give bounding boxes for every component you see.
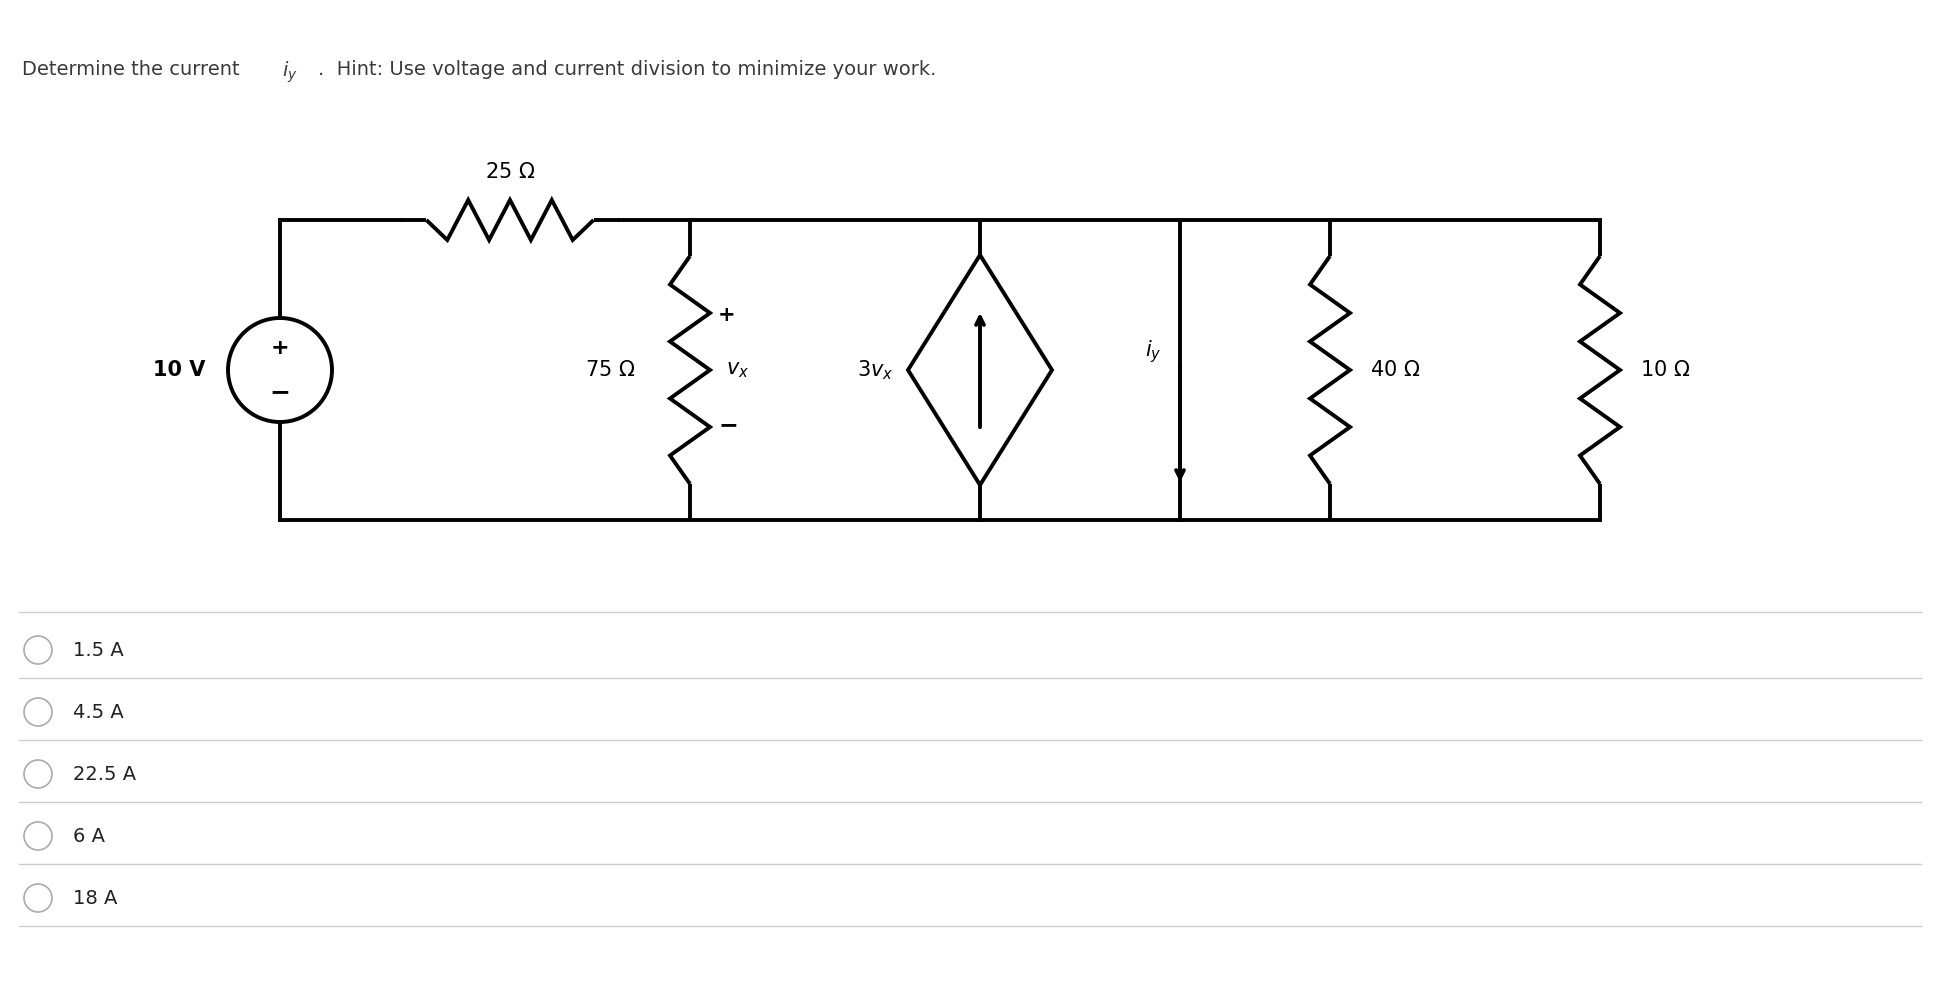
Text: 22.5 A: 22.5 A xyxy=(74,764,136,784)
Text: Determine the current: Determine the current xyxy=(21,60,246,79)
Text: 4.5 A: 4.5 A xyxy=(74,702,124,722)
Text: $v_x$: $v_x$ xyxy=(725,360,748,380)
Text: $i_y$: $i_y$ xyxy=(1144,339,1161,365)
Text: 10 V: 10 V xyxy=(153,360,206,380)
Text: −: − xyxy=(717,413,737,437)
Text: +: + xyxy=(717,305,735,325)
Text: $40\ \Omega$: $40\ \Omega$ xyxy=(1369,360,1419,380)
Text: $3v_x$: $3v_x$ xyxy=(857,358,892,382)
Text: 18 A: 18 A xyxy=(74,888,118,908)
Text: .  Hint: Use voltage and current division to minimize your work.: . Hint: Use voltage and current division… xyxy=(318,60,937,79)
Text: $75\ \Omega$: $75\ \Omega$ xyxy=(584,360,634,380)
Text: $i_y$: $i_y$ xyxy=(281,59,297,85)
Text: −: − xyxy=(270,380,291,404)
Text: +: + xyxy=(271,338,289,358)
Text: 6 A: 6 A xyxy=(74,826,105,846)
Text: $10\ \Omega$: $10\ \Omega$ xyxy=(1638,360,1689,380)
Text: $25\ \Omega$: $25\ \Omega$ xyxy=(485,162,535,182)
Text: 1.5 A: 1.5 A xyxy=(74,641,124,660)
